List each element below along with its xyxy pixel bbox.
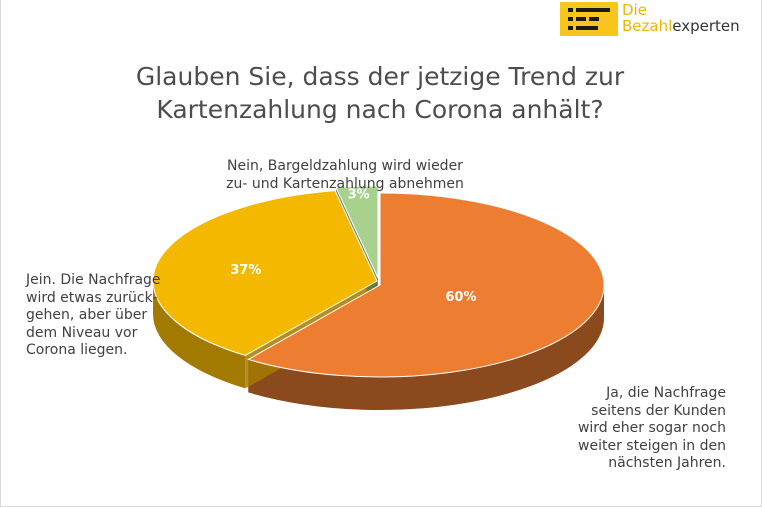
pie-slice-nein: [335, 185, 379, 279]
slice-label-ja-line: weiter steigen in den: [578, 437, 726, 454]
pie-slice-ja-value-label: 60%: [445, 290, 476, 305]
pie-slice-jein-side: [153, 281, 246, 389]
slice-label-nein: Nein, Bargeldzahlung wird wieder zu- und…: [200, 158, 490, 193]
slice-label-nein-line: Nein, Bargeldzahlung wird wieder: [227, 158, 463, 174]
slice-label-jein-line: dem Niveau vor: [26, 324, 138, 341]
slice-label-jein-line: Corona liegen.: [26, 342, 128, 358]
slice-label-jein-line: gehen, aber über: [26, 307, 148, 323]
chart-title: Glauben Sie, dass der jetzige Trend zur …: [135, 62, 625, 124]
logo-word-experten: experten: [672, 17, 740, 35]
slice-label-ja-line: Ja, die Nachfrage: [606, 385, 726, 401]
slice-label-jein-line: Jein. Die Nachfrage: [26, 272, 161, 288]
bezahlexperten-logo: Die Bezahlexperten: [560, 2, 760, 38]
logo-word-die: Die: [622, 1, 647, 19]
pie-slice-ja-side: [248, 285, 604, 410]
slice-label-ja-line: wird eher sogar noch: [577, 420, 726, 436]
logo-word-bezahl: Bezahl: [622, 17, 673, 35]
slice-label-nein-line: zu- und Kartenzahlung abnehmen: [226, 175, 464, 192]
slice-label-jein-line: wird etwas zurück-: [26, 289, 158, 306]
pie-slice-jein-value-label: 37%: [230, 263, 261, 278]
slice-label-ja-line: seitens der Kunden: [591, 402, 726, 419]
slice-label-jein: Jein. Die Nachfrage wird etwas zurück- g…: [26, 272, 166, 360]
pie-slice-ja: [247, 192, 605, 378]
slice-label-ja: Ja, die Nachfrage seitens der Kunden wir…: [566, 385, 726, 473]
slice-label-ja-line: nächsten Jahren.: [608, 455, 726, 471]
bezahlexperten-logo-icon: [560, 2, 618, 36]
pie-slice-nein-value-label: 3%: [348, 188, 370, 203]
pie-slice-jein: [152, 190, 378, 356]
